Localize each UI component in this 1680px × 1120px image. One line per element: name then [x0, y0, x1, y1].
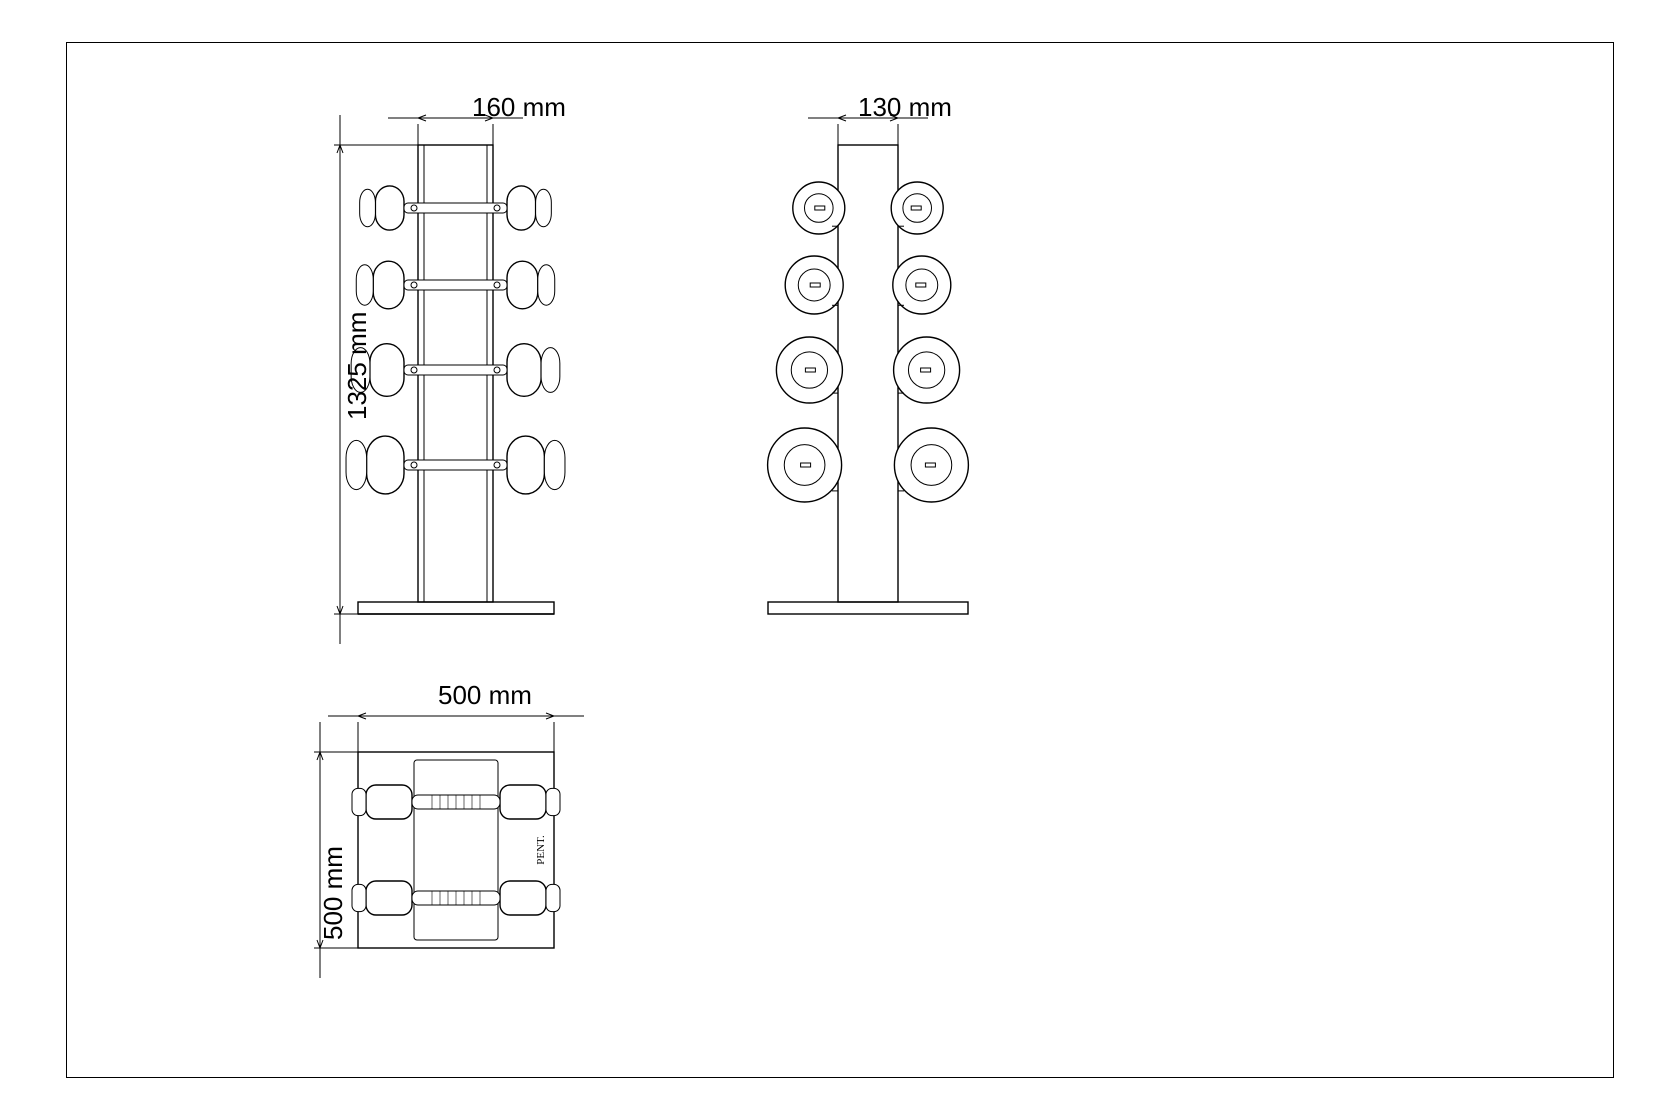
dim-side-width: 130 mm [858, 92, 952, 123]
dim-height: 1325 mm [342, 312, 373, 420]
technical-drawing: PENT. [0, 0, 1680, 1120]
dim-front-width: 160 mm [472, 92, 566, 123]
dim-base-width: 500 mm [438, 680, 532, 711]
dim-base-depth: 500 mm [318, 846, 349, 940]
svg-text:PENT.: PENT. [535, 835, 547, 865]
